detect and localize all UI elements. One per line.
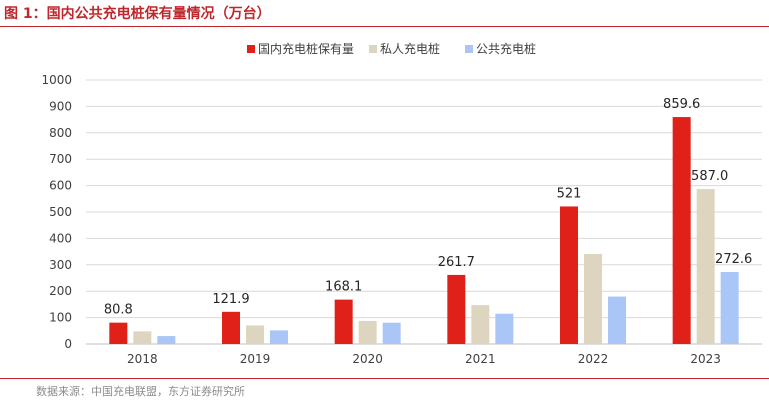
data-label: 272.6 bbox=[715, 252, 752, 267]
y-tick-label: 600 bbox=[49, 179, 72, 193]
data-label: 168.1 bbox=[325, 280, 362, 295]
data-label: 261.7 bbox=[438, 255, 475, 270]
legend-label: 私人充电桩 bbox=[380, 41, 440, 56]
y-tick-label: 400 bbox=[49, 231, 72, 245]
y-tick-label: 200 bbox=[49, 284, 72, 298]
data-label: 521 bbox=[557, 186, 582, 201]
bars bbox=[109, 117, 739, 344]
bar bbox=[157, 336, 176, 344]
y-tick-label: 100 bbox=[49, 311, 72, 325]
top-rule bbox=[0, 26, 769, 27]
bar bbox=[696, 189, 715, 344]
bottom-rule bbox=[0, 378, 769, 379]
bar bbox=[270, 330, 288, 344]
data-label: 121.9 bbox=[212, 292, 249, 307]
x-tick-label: 2018 bbox=[127, 352, 158, 366]
legend-label: 国内充电桩保有量 bbox=[258, 41, 354, 56]
bar bbox=[334, 299, 353, 344]
bar bbox=[495, 313, 514, 344]
y-tick-label: 1000 bbox=[41, 73, 72, 87]
source-note: 数据来源：中国充电联盟，东方证券研究所 bbox=[36, 385, 245, 398]
legend-label: 公共充电桩 bbox=[476, 41, 536, 56]
gridlines bbox=[86, 79, 762, 345]
bar bbox=[358, 320, 377, 344]
bar bbox=[560, 206, 578, 344]
bar bbox=[471, 305, 490, 344]
bar bbox=[133, 331, 152, 344]
data-labels: 80.8 121.9 168.1 261.7 521 859.6 587.0 272.6 bbox=[104, 97, 752, 318]
bar bbox=[222, 311, 240, 344]
bar bbox=[246, 325, 264, 344]
x-tick-label: 2019 bbox=[240, 352, 271, 366]
x-tick-label: 2023 bbox=[690, 352, 721, 366]
bar bbox=[672, 117, 691, 344]
legend-swatch bbox=[465, 45, 473, 53]
y-tick-label: 700 bbox=[49, 152, 72, 166]
y-tick-label: 900 bbox=[49, 99, 72, 113]
data-label: 587.0 bbox=[691, 169, 728, 184]
data-label: 859.6 bbox=[663, 97, 700, 112]
legend: 国内充电桩保有量 私人充电桩 公共充电桩 bbox=[247, 41, 536, 56]
legend-swatch bbox=[369, 45, 377, 53]
x-axis: 2018 2019 2020 2021 2022 2023 bbox=[127, 352, 721, 366]
y-axis: 0 100 200 300 400 500 600 700 800 900 1000 bbox=[41, 73, 72, 351]
y-tick-label: 300 bbox=[49, 258, 72, 272]
bar bbox=[447, 274, 466, 344]
bar bbox=[608, 296, 626, 344]
legend-swatch bbox=[247, 45, 255, 53]
bar bbox=[109, 322, 128, 344]
bar bbox=[720, 272, 739, 344]
y-tick-label: 500 bbox=[49, 205, 72, 219]
y-tick-label: 800 bbox=[49, 126, 72, 140]
x-tick-label: 2021 bbox=[465, 352, 496, 366]
x-tick-label: 2020 bbox=[352, 352, 383, 366]
data-label: 80.8 bbox=[104, 303, 133, 318]
y-tick-label: 0 bbox=[64, 337, 72, 351]
bar bbox=[584, 253, 602, 344]
x-tick-label: 2022 bbox=[578, 352, 609, 366]
bar bbox=[382, 322, 401, 344]
figure-title: 图 1：国内公共充电桩保有量情况（万台） bbox=[4, 6, 271, 22]
